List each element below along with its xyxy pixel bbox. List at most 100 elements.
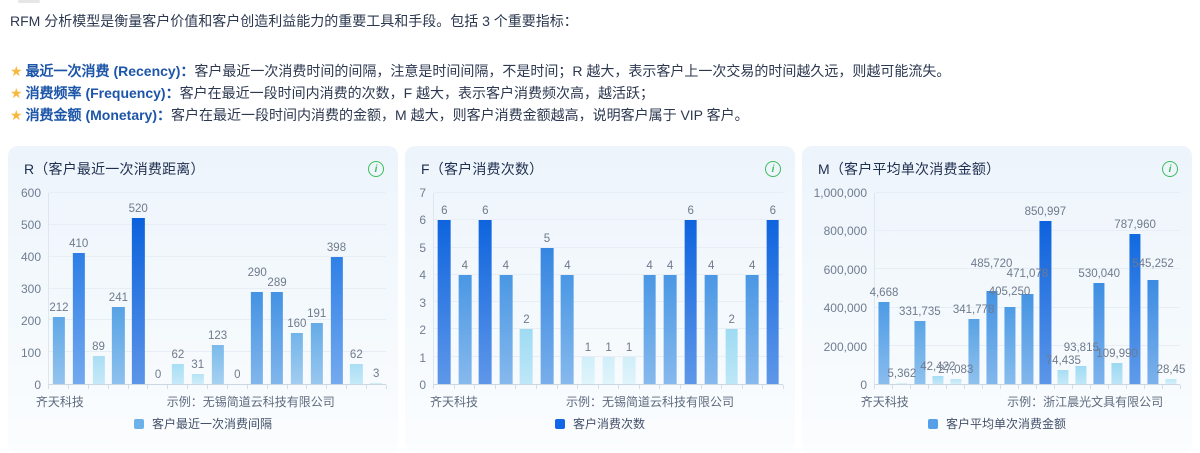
bar-slot: 62 (346, 193, 366, 384)
bar[interactable] (72, 253, 85, 384)
bar[interactable] (766, 220, 780, 384)
x-category-label: 示例：无锡简道云科技有限公司 (166, 395, 335, 409)
x-axis-tick (783, 385, 784, 389)
bar[interactable] (270, 292, 284, 384)
y-tick-label: 600,000 (823, 262, 867, 277)
bar[interactable] (1147, 279, 1159, 384)
x-axis-tick (306, 385, 308, 389)
gridline (875, 268, 1180, 270)
bar-value-label: 398 (326, 242, 347, 255)
star-icon: ★ (10, 63, 23, 79)
bar[interactable] (896, 382, 908, 384)
bar[interactable] (330, 257, 343, 384)
gridline (434, 246, 783, 248)
bar[interactable] (520, 329, 533, 384)
bar[interactable] (112, 307, 125, 384)
info-icon[interactable]: i (765, 161, 781, 177)
bar[interactable] (602, 356, 615, 384)
legend[interactable]: 客户最近一次消费间隔 (8, 415, 398, 432)
x-axis-tick (67, 385, 69, 389)
bar[interactable] (52, 316, 66, 384)
gridline (875, 230, 1180, 232)
bar-slot: 28,45 (1157, 193, 1185, 384)
x-axis-tick (494, 385, 496, 389)
star-icon: ★ (10, 85, 23, 101)
bar[interactable] (1003, 306, 1016, 384)
bar[interactable] (914, 320, 926, 384)
legend[interactable]: 客户消费次数 (405, 415, 795, 432)
bar[interactable] (540, 247, 554, 384)
bar[interactable] (211, 344, 224, 384)
bar[interactable] (561, 274, 574, 384)
bar[interactable] (1111, 363, 1123, 384)
bar-slot: 290 (247, 193, 267, 384)
x-axis-tick (107, 385, 109, 389)
x-axis-tick (982, 385, 983, 389)
bar[interactable] (745, 274, 759, 384)
legend-swatch (927, 418, 938, 429)
bar[interactable] (968, 318, 980, 384)
bar[interactable] (1093, 282, 1105, 384)
bar-slot: 6 (475, 193, 496, 384)
bar-value-label: 289 (267, 277, 287, 290)
chart-title-f: F（客户消费次数） (421, 161, 544, 177)
bar[interactable] (251, 291, 264, 384)
bar[interactable] (950, 378, 962, 384)
bar[interactable] (478, 220, 492, 384)
bar[interactable] (458, 274, 472, 384)
bar[interactable] (986, 291, 998, 384)
bar-slot: 4 (701, 193, 722, 384)
bar[interactable] (1165, 378, 1177, 384)
x-axis-tick (207, 385, 209, 389)
bar[interactable] (1057, 369, 1069, 384)
bar[interactable] (1039, 221, 1051, 384)
bar[interactable] (704, 274, 718, 384)
clipped-text-artifact (18, 0, 40, 3)
bar[interactable] (878, 301, 890, 384)
bar-slot: 62 (168, 193, 188, 384)
bar-value-label: 28,45 (1156, 363, 1186, 376)
bar-slot: 530,040 (1078, 193, 1120, 384)
bar[interactable] (437, 220, 451, 384)
bar-value-label: 1 (605, 341, 612, 354)
bar-value-label: 850,997 (1024, 206, 1067, 219)
chart-title-m: M（客户平均单次消费金额） (818, 161, 1001, 177)
bar[interactable] (1021, 294, 1034, 384)
bar[interactable] (684, 220, 697, 384)
bar-value-label: 160 (287, 318, 307, 331)
chart-card-monetary: M（客户平均单次消费金额） i 1,000,000 800,000 600,000 4… (802, 146, 1192, 452)
bar[interactable] (290, 333, 303, 384)
desc-monetary: 客户在最近一段时间内消费的金额，M 越大，则客户消费金额越高，说明客户属于 VI… (171, 107, 749, 123)
x-axis-tick (187, 385, 189, 389)
bar[interactable] (350, 364, 363, 384)
bar-value-label: 0 (154, 369, 162, 381)
bar-value-label: 62 (349, 349, 363, 362)
bar[interactable] (1075, 366, 1087, 384)
bar[interactable] (581, 356, 595, 384)
x-category-label: 齐天科技 (429, 395, 479, 409)
bar[interactable] (370, 383, 383, 384)
bar[interactable] (725, 329, 739, 384)
bar[interactable] (310, 323, 323, 384)
bar-slot: 545,252 (1132, 193, 1174, 384)
bar-slot: 850,997 (1025, 193, 1066, 384)
legend[interactable]: 客户平均单次消费金额 (802, 415, 1192, 432)
legend-label: 客户最近一次消费间隔 (151, 417, 272, 431)
info-icon[interactable]: i (1162, 161, 1178, 177)
bar[interactable] (622, 356, 636, 384)
bar[interactable] (643, 274, 656, 384)
bar[interactable] (499, 274, 513, 384)
x-axis-tick (874, 385, 875, 389)
bar[interactable] (932, 375, 944, 384)
bar-value-label: 2 (728, 314, 735, 327)
bar[interactable] (132, 218, 145, 384)
bar[interactable] (171, 364, 185, 384)
bar-slot: 5,362 (888, 193, 916, 384)
info-icon[interactable]: i (368, 161, 384, 177)
term-recency: 最近一次消费 (Recency)： (25, 63, 195, 79)
bar-slot: 4 (742, 193, 763, 384)
bar[interactable] (92, 355, 105, 384)
bar[interactable] (191, 374, 204, 384)
bar[interactable] (1129, 233, 1141, 384)
bar[interactable] (663, 274, 677, 384)
